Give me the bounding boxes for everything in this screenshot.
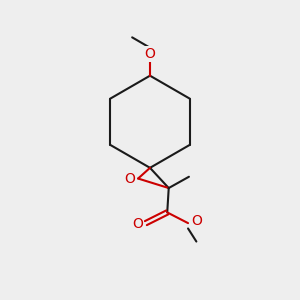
Text: O: O — [191, 214, 202, 228]
Text: O: O — [124, 172, 135, 185]
Text: O: O — [132, 217, 143, 231]
Text: O: O — [145, 47, 155, 61]
